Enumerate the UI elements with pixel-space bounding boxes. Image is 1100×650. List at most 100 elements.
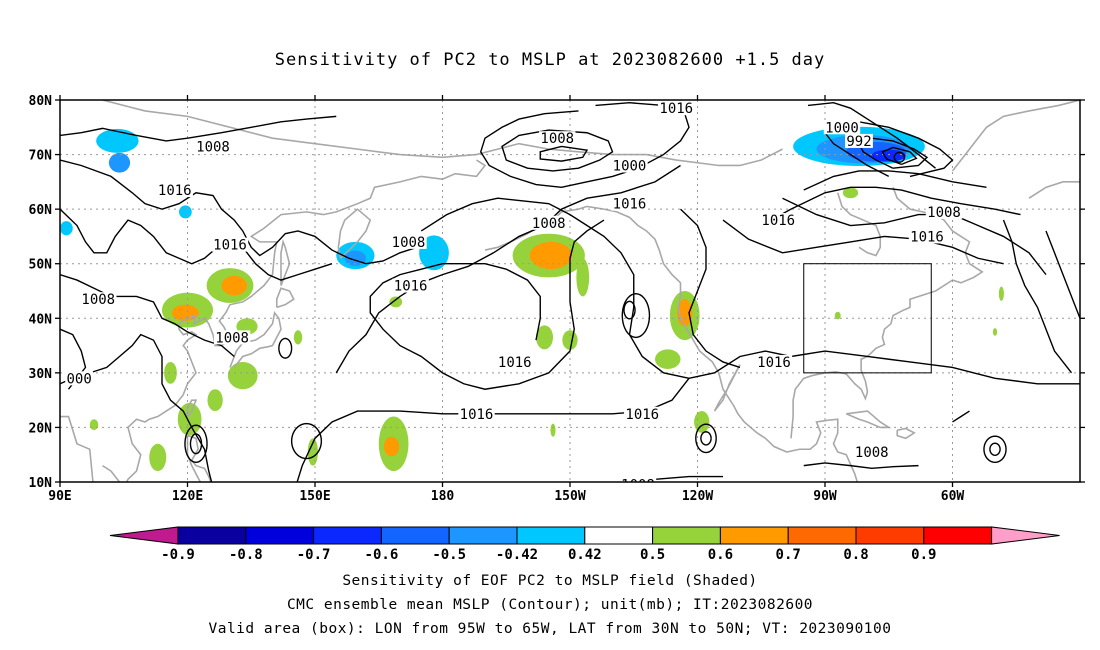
lat-label: 80N bbox=[29, 94, 53, 109]
contour-label: 1008 bbox=[215, 330, 249, 346]
coastline bbox=[1028, 181, 1080, 199]
isobar bbox=[60, 115, 337, 142]
positive-sensitivity-patch bbox=[207, 389, 223, 412]
coastlines bbox=[60, 100, 1080, 482]
contour-label-bg bbox=[458, 406, 495, 421]
coastline bbox=[484, 205, 859, 482]
isobar bbox=[803, 462, 919, 470]
contour-label-bg bbox=[213, 330, 251, 345]
isobar bbox=[807, 102, 936, 169]
contour-label-bg bbox=[390, 234, 427, 249]
positive-sensitivity-patch bbox=[149, 443, 167, 472]
colorbar-label: 0.42 bbox=[568, 547, 602, 563]
contour-label: 1016 bbox=[757, 355, 791, 371]
contour-label-bg bbox=[619, 477, 657, 482]
colorbar-label: 0.7 bbox=[776, 547, 801, 563]
contour-label-bg bbox=[65, 371, 94, 386]
contour-label-bg bbox=[658, 101, 695, 116]
colorbar-min-triangle bbox=[109, 526, 179, 545]
lon-label: 150E bbox=[299, 489, 330, 504]
isobar bbox=[858, 137, 929, 169]
isobar bbox=[369, 219, 605, 390]
contour-label-bg bbox=[611, 158, 648, 173]
contour-label: 1016 bbox=[910, 229, 944, 245]
isobar bbox=[893, 151, 906, 163]
negative-sensitivity-patch bbox=[179, 205, 192, 219]
isobar bbox=[700, 431, 712, 446]
lon-label: 90E bbox=[48, 489, 71, 504]
colorbar-label: -0.9 bbox=[161, 547, 195, 563]
colorbar-label: -0.5 bbox=[432, 547, 466, 563]
lon-label: 150W bbox=[554, 489, 585, 504]
colorbar-label: -0.7 bbox=[297, 547, 331, 563]
colorbar-segment bbox=[719, 526, 789, 545]
contour-label-bg bbox=[925, 204, 963, 219]
contour-label: 1016 bbox=[659, 101, 693, 117]
positive-sensitivity-patch bbox=[293, 330, 303, 345]
contour-labels: 1008 1016 1016 1008 000 1008 1008 1016 1008 1000 1… bbox=[65, 101, 963, 482]
positive-sensitivity-patch bbox=[842, 187, 859, 199]
isobar bbox=[335, 164, 681, 374]
isobar bbox=[501, 129, 614, 172]
coastline bbox=[280, 239, 291, 286]
coastline bbox=[275, 287, 295, 309]
contour-label-bg bbox=[611, 196, 648, 211]
positive-sensitivity-patch bbox=[221, 275, 247, 296]
isobar bbox=[989, 442, 1001, 456]
contour-label: 1008 bbox=[855, 445, 889, 461]
coastline bbox=[896, 427, 916, 440]
caption-line-3: Valid area (box): LON from 95W to 65W, L… bbox=[208, 621, 892, 637]
colorbar-segment bbox=[923, 526, 993, 545]
contour-label-bg bbox=[624, 406, 661, 421]
colorbar-label: 0.8 bbox=[843, 547, 868, 563]
contour-label-bg bbox=[211, 237, 249, 252]
lat-label: 60N bbox=[29, 203, 53, 218]
caption-line-2: CMC ensemble mean MSLP (Contour); unit(m… bbox=[286, 597, 814, 613]
contour-label: 1016 bbox=[761, 213, 795, 229]
isobar bbox=[983, 435, 1007, 464]
contour-label: 1008 bbox=[392, 235, 426, 251]
positive-sensitivity-patch bbox=[992, 328, 998, 336]
contour-label: 1016 bbox=[613, 197, 647, 213]
lat-label: 40N bbox=[29, 312, 53, 327]
contour-label: 992 bbox=[846, 134, 871, 150]
coastline bbox=[186, 399, 198, 418]
contour-label: 1008 bbox=[196, 139, 230, 155]
contour-label: 1016 bbox=[460, 407, 494, 423]
contour-label-bg bbox=[760, 213, 797, 228]
colorbar-label: 0.5 bbox=[640, 547, 665, 563]
isobar bbox=[290, 422, 323, 460]
coastline bbox=[229, 310, 282, 368]
colorbar-segment bbox=[787, 526, 857, 545]
colorbar-segment bbox=[245, 526, 315, 545]
positive-sensitivity-patch bbox=[307, 438, 318, 466]
contour-label-bg bbox=[845, 133, 873, 148]
colorbar-segment bbox=[652, 526, 721, 545]
caption-line-1: Sensitivity of EOF PC2 to MSLP field (Sh… bbox=[342, 573, 758, 589]
positive-sensitivity-patch bbox=[383, 436, 400, 457]
contour-label-bg bbox=[392, 278, 429, 293]
positive-sensitivity-patch bbox=[164, 361, 177, 384]
colorbar-label: 0.9 bbox=[911, 547, 936, 563]
positive-sensitivity-patch bbox=[655, 349, 681, 370]
negative-sensitivity-patch bbox=[96, 128, 139, 153]
negative-sensitivity-patch bbox=[108, 152, 131, 173]
colorbar-segment bbox=[177, 526, 247, 545]
colorbar-label: -0.6 bbox=[365, 547, 399, 563]
lat-label: 30N bbox=[29, 367, 53, 382]
contour-label-bg bbox=[823, 120, 861, 135]
colorbar-segment bbox=[516, 526, 586, 545]
isobar bbox=[695, 423, 717, 454]
lat-label: 70N bbox=[29, 149, 53, 164]
colorbar-label: -0.42 bbox=[496, 547, 538, 563]
coastline bbox=[790, 187, 984, 439]
contour-label: 1008 bbox=[532, 216, 566, 232]
isobar bbox=[184, 424, 208, 464]
mslp-contours bbox=[60, 102, 1080, 482]
contour-label-bg bbox=[853, 444, 890, 459]
isobar bbox=[60, 208, 333, 281]
colorbar-label: 0.6 bbox=[708, 547, 733, 563]
positive-sensitivity-patch bbox=[529, 241, 573, 270]
